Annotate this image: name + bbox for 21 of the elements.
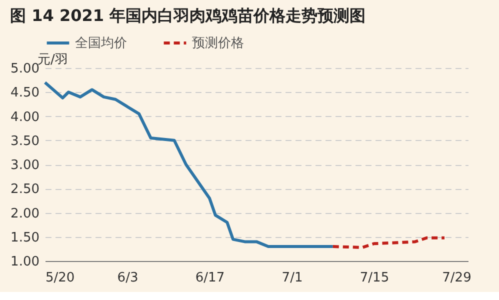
legend-label: 全国均价 — [75, 36, 127, 51]
x-tick-label: 7/29 — [442, 270, 472, 286]
x-tick-label: 6/17 — [195, 270, 225, 286]
y-tick-label: 3.50 — [10, 134, 40, 149]
y-tick-label: 4.50 — [10, 86, 40, 101]
y-tick-label: 4.00 — [10, 110, 40, 125]
y-tick-label: 1.00 — [10, 254, 40, 270]
y-tick-label: 5.00 — [10, 62, 40, 76]
x-tick-label: 7/1 — [282, 270, 303, 286]
y-axis-title: 元/羽 — [38, 52, 68, 68]
x-tick-label: 6/3 — [117, 270, 138, 286]
x-tick-label: 5/20 — [46, 270, 75, 286]
y-tick-label: 3.00 — [10, 158, 40, 173]
line-series — [44, 80, 334, 248]
x-tick-label: 7/15 — [360, 270, 390, 286]
chart-title: 图 14 2021 年国内白羽肉鸡鸡苗价格走势预测图 — [10, 6, 366, 25]
line-series — [331, 236, 446, 249]
y-tick-label: 1.50 — [10, 230, 40, 246]
legend-label: 预测价格 — [192, 36, 244, 51]
y-tick-label: 2.50 — [10, 182, 40, 198]
y-tick-label: 2.00 — [10, 206, 40, 222]
